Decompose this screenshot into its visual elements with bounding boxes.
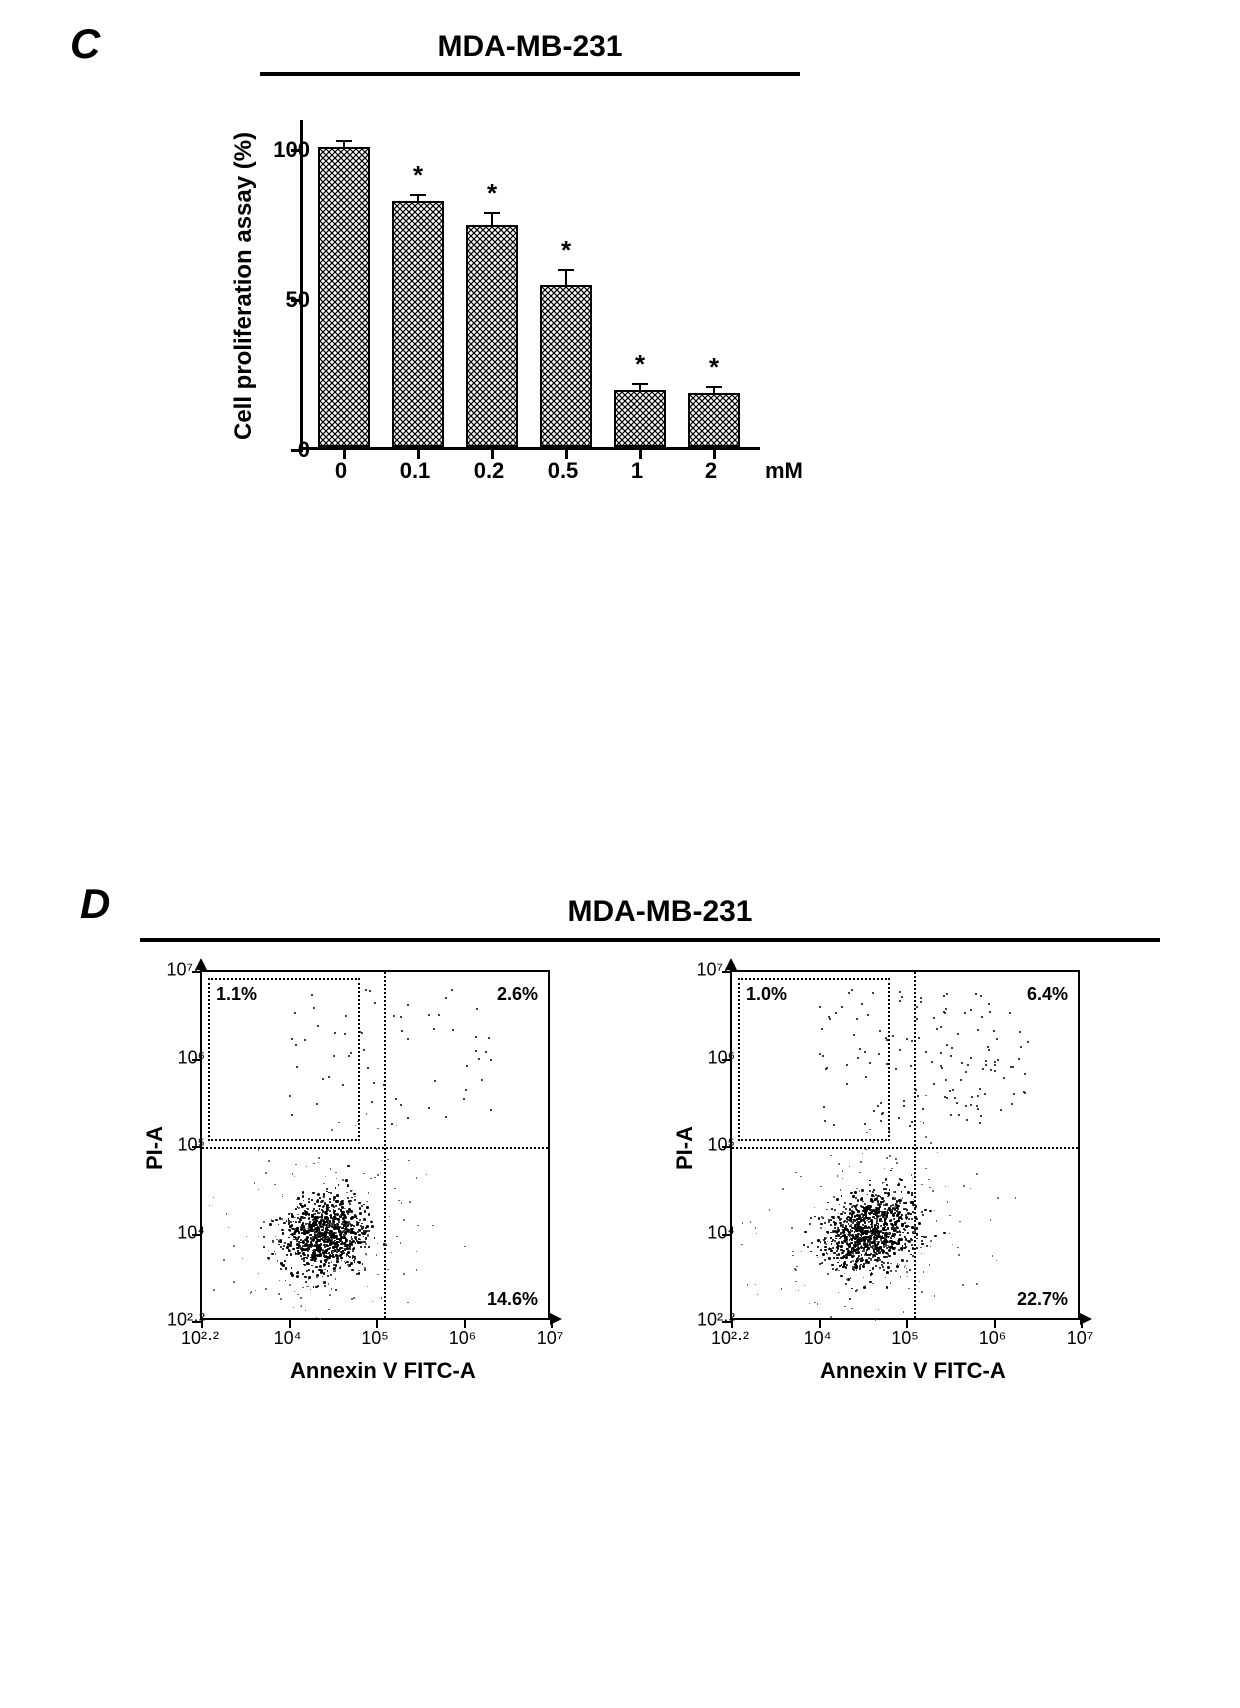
scatter-xtick-label: 10²·² (711, 1328, 749, 1349)
scatter-xtick (551, 1318, 553, 1328)
quadrant-label-q4: 14.6% (487, 1289, 538, 1310)
scatter-xtick (376, 1318, 378, 1328)
xtick-label: 0.5 (548, 458, 579, 484)
bar (540, 285, 592, 447)
panel-d-title: MDA-MB-231 (500, 895, 820, 929)
scatter-xtick-label: 10⁴ (274, 1328, 302, 1349)
bar (392, 201, 444, 447)
scatter-plot-area: 1.0% 6.4% 22.7% (730, 970, 1080, 1320)
ytick-label: 100 (273, 137, 310, 163)
bar-chart-x-unit: mM (765, 458, 803, 484)
significance-marker: * (709, 352, 719, 383)
scatter-xtick-label: 10⁷ (537, 1328, 564, 1349)
quadrant-label-q2: 6.4% (1027, 984, 1068, 1005)
error-cap (632, 383, 648, 385)
error-cap (484, 212, 500, 214)
bar-chart-ylabel: Cell proliferation assay (%) (230, 132, 258, 440)
panel-c-label: C (70, 20, 100, 68)
error-bar (491, 213, 493, 225)
scatter-xtick-label: 10⁶ (449, 1328, 476, 1349)
scatter-xtick-label: 10⁷ (1067, 1328, 1094, 1349)
bar-chart: ***** Cell proliferation assay (%) mM 05… (210, 100, 790, 530)
significance-marker: * (635, 349, 645, 380)
scatter-ytick-label: 10⁵ (178, 1135, 205, 1156)
error-bar (565, 270, 567, 285)
scatter-xtick-label: 10⁵ (891, 1328, 918, 1349)
quadrant-label-q1: 1.0% (746, 984, 787, 1005)
gate-horizontal (732, 1147, 1078, 1149)
scatter-ytick-label: 10⁶ (708, 1047, 735, 1068)
gate-vertical (384, 972, 386, 1318)
error-cap (706, 386, 722, 388)
xtick-label: 1 (631, 458, 643, 484)
xtick-label: 0.2 (474, 458, 505, 484)
scatter-ytick-label: 10⁷·² (166, 960, 205, 981)
xtick-label: 0.1 (400, 458, 431, 484)
scatter-xtick-label: 10⁴ (804, 1328, 832, 1349)
scatter-ytick-label: 10⁴ (707, 1222, 735, 1243)
scatter-xtick-label: 10⁶ (979, 1328, 1006, 1349)
scatter-xtick (464, 1318, 466, 1328)
quadrant-label-q1: 1.1% (216, 984, 257, 1005)
panel-d-label: D (80, 880, 110, 928)
xtick-label: 2 (705, 458, 717, 484)
ytick-label: 0 (298, 437, 310, 463)
scatter-plot-left: 1.1% 2.6% 14.6% PI-A Annexin V FITC-A 10²·… (130, 960, 570, 1400)
quadrant-label-q4: 22.7% (1017, 1289, 1068, 1310)
scatter-xtick (289, 1318, 291, 1328)
scatter-ytick-label: 10⁵ (708, 1135, 735, 1156)
bar-chart-plot: * * * * * (300, 120, 760, 450)
scatter-ylabel: PI-A (142, 1126, 168, 1170)
error-cap (558, 269, 574, 271)
scatter-ytick-label: 10⁶ (178, 1047, 205, 1068)
scatter-ytick-label: 10⁴ (177, 1222, 205, 1243)
scatter-xlabel: Annexin V FITC-A (290, 1358, 476, 1384)
significance-marker: * (561, 235, 571, 266)
error-cap (336, 140, 352, 142)
panel-d-title-rule (140, 938, 1160, 942)
scatter-xtick (819, 1318, 821, 1328)
significance-marker: * (413, 160, 423, 191)
scatter-ylabel: PI-A (672, 1126, 698, 1170)
panel-c-title-rule (260, 72, 800, 76)
scatter-ytick-label: 10⁷·² (696, 960, 735, 981)
quadrant-label-q2: 2.6% (497, 984, 538, 1005)
bar (614, 390, 666, 447)
xtick-label: 0 (335, 458, 347, 484)
bar (466, 225, 518, 447)
scatter-xtick (906, 1318, 908, 1328)
scatter-xlabel: Annexin V FITC-A (820, 1358, 1006, 1384)
scatter-plot-right: 1.0% 6.4% 22.7% PI-A Annexin V FITC-A 10²·… (660, 960, 1100, 1400)
bar (688, 393, 740, 447)
scatter-xtick-label: 10⁵ (361, 1328, 388, 1349)
scatter-xtick (1081, 1318, 1083, 1328)
ytick-label: 50 (286, 287, 310, 313)
scatter-plot-area: 1.1% 2.6% 14.6% (200, 970, 550, 1320)
panel-c-title: MDA-MB-231 (370, 30, 690, 64)
scatter-xtick (994, 1318, 996, 1328)
error-cap (410, 194, 426, 196)
bar (318, 147, 370, 447)
scatter-xtick-label: 10²·² (181, 1328, 219, 1349)
significance-marker: * (487, 178, 497, 209)
